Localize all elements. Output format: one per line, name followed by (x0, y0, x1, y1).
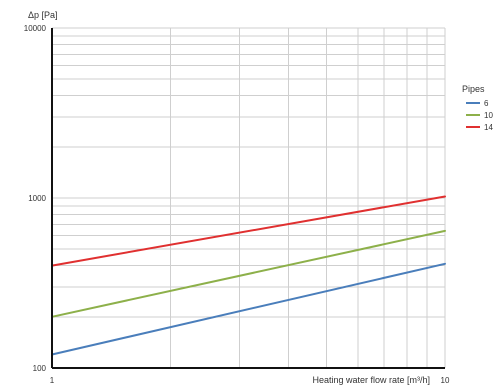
legend-title: Pipes (462, 84, 485, 94)
series-line-10 (51, 229, 446, 318)
legend: Pipes 6 10 14 (462, 84, 493, 132)
legend-label-10: 10 (484, 111, 493, 120)
tick-labels: 100 1000 10000 1 10 (24, 24, 450, 385)
legend-label-6: 6 (484, 99, 489, 108)
series-line-14 (51, 195, 446, 267)
series-line-6 (51, 262, 446, 356)
axes (51, 28, 445, 369)
y-tick-label: 1000 (28, 194, 46, 203)
legend-label-14: 14 (484, 123, 493, 132)
grid (51, 27, 446, 369)
series-layer (51, 195, 446, 356)
y-tick-label: 10000 (24, 24, 47, 33)
y-axis-label: Δp [Pa] (28, 10, 58, 20)
x-tick-label: 10 (441, 376, 450, 385)
y-tick-label: 100 (33, 364, 47, 373)
x-axis-label: Heating water flow rate [m³/h] (312, 375, 430, 385)
x-tick-label: 1 (50, 376, 55, 385)
